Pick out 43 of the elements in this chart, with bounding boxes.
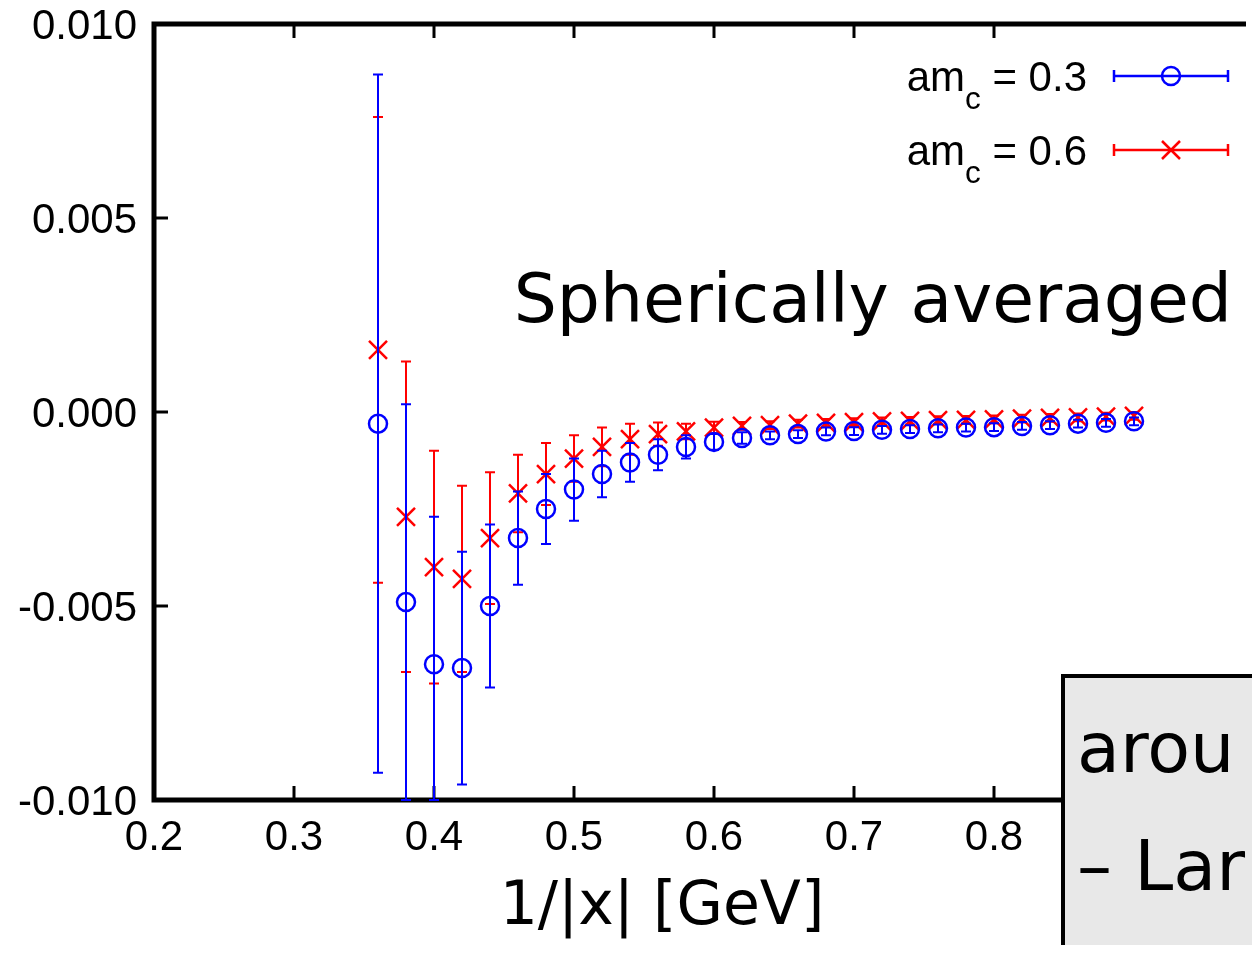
point (871, 419, 893, 441)
x-tick-label: 0.4 (404, 812, 464, 859)
annotation: arou (1077, 707, 1235, 789)
point (1095, 412, 1117, 434)
y-tick-label: 0.005 (31, 194, 137, 242)
point (703, 431, 725, 453)
point (1067, 413, 1089, 434)
x-tick-label: 0.5 (544, 812, 604, 859)
point (647, 444, 669, 465)
point (815, 421, 837, 442)
point (759, 425, 781, 446)
point (479, 595, 501, 617)
point (591, 463, 613, 485)
point (395, 591, 417, 613)
legend-label: am$_{c}$ = 0.3 (906, 52, 1087, 116)
x-tick-label: 0.6 (684, 812, 744, 859)
point (563, 479, 585, 500)
y-tick-label: 0.000 (31, 388, 137, 436)
x-tick-label: 0.3 (264, 812, 324, 859)
text: – Lar (1077, 825, 1246, 907)
y-tick-label: -0.005 (17, 582, 137, 630)
point (1039, 414, 1061, 436)
point (983, 416, 1005, 438)
point (675, 436, 697, 458)
point (731, 427, 753, 449)
point (1123, 411, 1145, 432)
point (843, 420, 865, 442)
point (955, 417, 977, 438)
point (787, 423, 809, 445)
x-tick-label: 0.8 (964, 812, 1024, 859)
point (1011, 415, 1033, 437)
point (451, 657, 473, 679)
x-tick-label: 0.7 (824, 812, 884, 859)
point (899, 418, 921, 440)
point (927, 418, 949, 439)
point (619, 452, 641, 473)
x-axis-title: 1/|x| [GeV] (499, 868, 825, 939)
legend-label: am$_{c}$ = 0.6 (906, 126, 1087, 190)
annotation: Spherically averaged (513, 259, 1232, 338)
point (535, 498, 557, 520)
point (423, 653, 445, 675)
y-tick-label: 0.010 (31, 0, 137, 48)
point (507, 527, 529, 549)
